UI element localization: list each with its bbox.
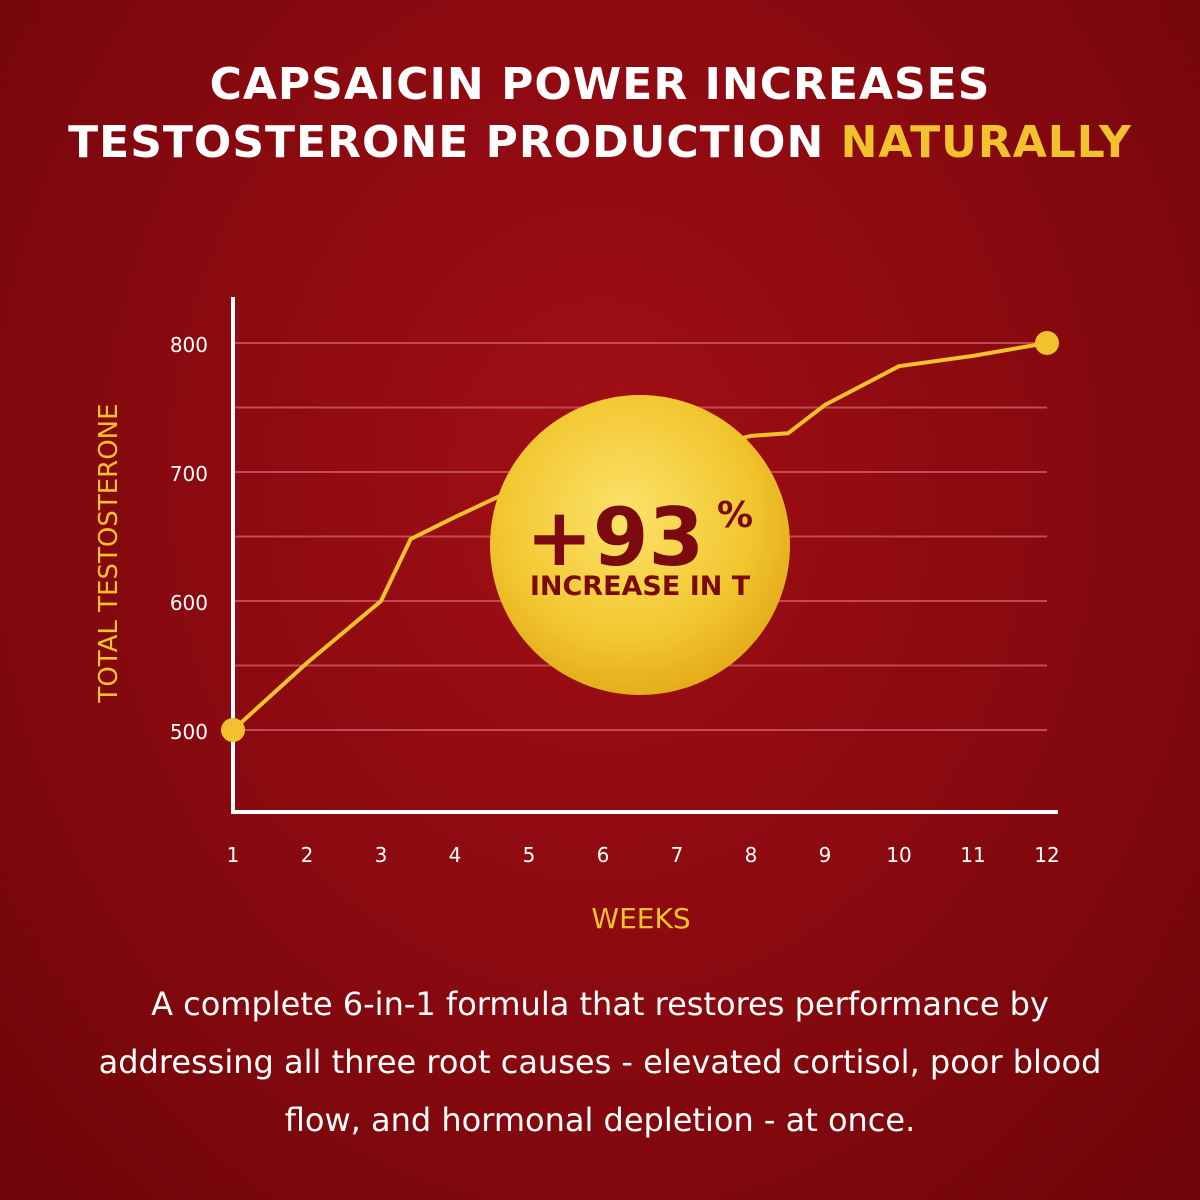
x-tick-label: 9 (819, 843, 832, 867)
end-point-marker (1035, 331, 1059, 355)
x-axis-label: WEEKS (591, 902, 690, 935)
headline: CAPSAICIN POWER INCREASES TESTOSTERONE P… (0, 56, 1200, 172)
x-tick-label: 1 (227, 843, 240, 867)
x-tick-label: 11 (960, 843, 985, 867)
x-tick-label: 10 (886, 843, 911, 867)
y-tick-label: 800 (170, 333, 208, 357)
y-tick-label: 600 (170, 591, 208, 615)
y-tick-label: 700 (170, 462, 208, 486)
x-tick-label: 5 (523, 843, 536, 867)
x-tick-label: 6 (597, 843, 610, 867)
badge-unit: % (717, 495, 753, 536)
footer-line-2: addressing all three root causes - eleva… (98, 1043, 1102, 1081)
increase-badge: +93 % INCREASE IN T (490, 395, 790, 695)
badge-value: +93 (526, 491, 704, 584)
footer-line-3: flow, and hormonal depletion - at once. (284, 1101, 916, 1139)
footer-line-1: A complete 6-in-1 formula that restores … (151, 985, 1049, 1023)
start-point-marker (221, 718, 245, 742)
headline-line-2: TESTOSTERONE PRODUCTION NATURALLY (0, 114, 1200, 172)
badge-caption: INCREASE IN T (530, 571, 751, 602)
headline-line-2-text: TESTOSTERONE PRODUCTION (68, 117, 825, 168)
x-tick-label: 3 (375, 843, 388, 867)
headline-accent: NATURALLY (840, 117, 1132, 168)
y-axis-label: TOTAL TESTOSTERONE (94, 403, 124, 703)
x-tick-label: 8 (745, 843, 758, 867)
footer-text: A complete 6-in-1 formula that restores … (60, 975, 1140, 1149)
x-tick-label: 4 (449, 843, 462, 867)
x-tick-label: 2 (301, 843, 314, 867)
y-tick-label: 500 (170, 720, 208, 744)
x-tick-label: 12 (1034, 843, 1059, 867)
x-tick-label: 7 (671, 843, 684, 867)
headline-line-1: CAPSAICIN POWER INCREASES (209, 59, 991, 110)
